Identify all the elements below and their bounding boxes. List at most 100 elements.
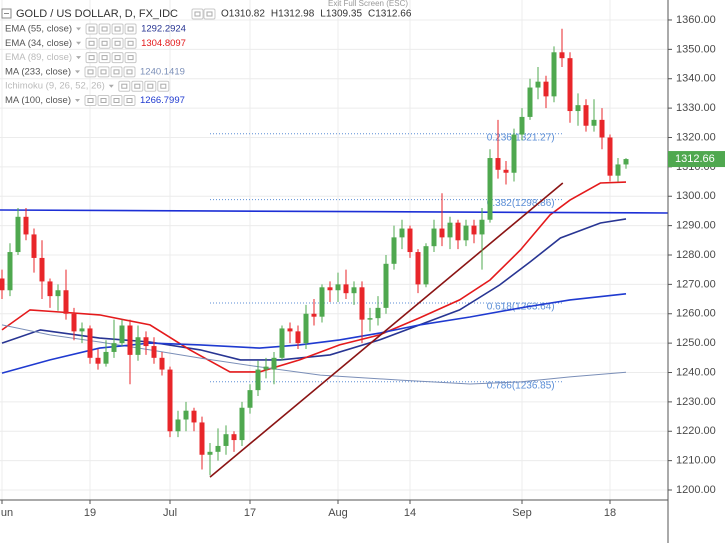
legend-icon	[111, 23, 124, 35]
candle-body	[207, 451, 213, 455]
candle-body	[319, 287, 325, 317]
legend-value: 1292.2924	[141, 24, 186, 35]
candle-body	[79, 328, 85, 332]
candle-body	[463, 225, 469, 241]
candle-body	[367, 318, 373, 320]
candle-body	[111, 343, 117, 352]
legend-value: 1304.8097	[141, 38, 186, 49]
legend-icon-glyph	[160, 83, 167, 89]
candle-body	[455, 222, 461, 241]
y-tick-label: 1350.00	[676, 43, 716, 55]
legend-icon	[98, 52, 111, 64]
legend-icon-glyph	[87, 98, 94, 103]
legend-icon	[124, 23, 137, 35]
legend-icon	[124, 37, 137, 49]
x-tick-label: 14	[404, 507, 416, 519]
legend-icon	[118, 80, 131, 92]
candle-body	[167, 369, 173, 432]
candle-body	[567, 58, 573, 112]
indicator-line	[1, 293, 627, 374]
y-tick-label: 1240.00	[676, 366, 716, 378]
y-tick-label: 1290.00	[676, 220, 716, 232]
candle-body	[487, 158, 493, 220]
legend-value: 1240.1419	[140, 66, 185, 77]
candle-body	[63, 290, 69, 314]
candle-body	[391, 237, 397, 264]
drawn-line	[0, 209, 668, 214]
header-ohlc: H1312.98	[271, 9, 315, 20]
candle-body	[623, 159, 629, 165]
candle-body	[15, 216, 21, 253]
candle-body	[175, 419, 181, 432]
candle-body	[135, 337, 141, 355]
legend-entry: EMA (89, close)	[5, 52, 72, 63]
candle-body	[471, 225, 477, 235]
axes: 1200.00 1210.00 1220.00 1230.00 1240.00 1250.…	[1, 14, 725, 519]
legend-entry: EMA (34, close)	[5, 38, 72, 49]
candle-body	[47, 281, 53, 297]
legend-icon-glyph	[121, 83, 128, 89]
legend-icon	[110, 66, 123, 78]
candle-body	[191, 410, 197, 423]
x-tick-label: un	[1, 507, 13, 519]
exit-fullscreen[interactable]: Exit Full Screen (ESC)	[328, 0, 408, 8]
header-ohlc: C1312.66	[368, 9, 412, 20]
candle-body	[255, 369, 261, 391]
legend-icon	[157, 80, 170, 92]
candle-body	[263, 366, 269, 370]
legend-icon	[124, 52, 137, 64]
candle-body	[551, 52, 557, 97]
y-tick-label: 1260.00	[676, 308, 716, 320]
candle-body	[503, 169, 509, 173]
candle-body	[575, 105, 581, 112]
legend-icon-glyph	[113, 98, 120, 103]
x-tick-label: Jul	[163, 507, 177, 519]
legend-icon-glyph	[114, 40, 121, 46]
candle-body	[215, 445, 221, 452]
legend-dropdown	[76, 27, 82, 31]
legend-icon	[111, 52, 124, 64]
candle-body	[535, 81, 541, 88]
legend-icon	[85, 52, 98, 64]
plot-area: 0.236(1321.27)0.382(1298.86)0.618(1263.6…	[0, 28, 668, 478]
candle-body	[71, 313, 77, 332]
candle-body	[95, 357, 101, 364]
candle-body	[39, 257, 45, 282]
grid	[0, 0, 668, 500]
legend-icon-glyph	[101, 26, 108, 32]
candle-body	[7, 252, 13, 291]
candle-body	[183, 410, 189, 420]
y-tick-label: 1250.00	[676, 337, 716, 349]
y-tick-label: 1280.00	[676, 249, 716, 261]
legend-icon-glyph	[88, 26, 95, 32]
legend-icon-glyph	[87, 69, 94, 75]
candle-body	[599, 119, 605, 138]
candle-body	[327, 287, 333, 291]
legend-dropdown	[75, 99, 80, 102]
y-tick-label: 1230.00	[676, 396, 716, 408]
candle-body	[279, 328, 285, 358]
legend-icon-glyph	[88, 55, 95, 61]
x-tick-label: Sep	[512, 507, 532, 519]
candle-body	[223, 434, 229, 446]
candle-body	[519, 116, 525, 135]
legend-dropdown	[75, 70, 80, 74]
candle-body	[55, 290, 61, 297]
candle-body	[447, 222, 453, 238]
header-ohlc: L1309.35	[320, 9, 362, 20]
candle-body	[543, 81, 549, 97]
legend-icon	[85, 37, 98, 49]
fib-level-label: 0.382(1298.86)	[487, 198, 555, 209]
last-price-box	[668, 151, 725, 168]
candle-body	[559, 52, 565, 59]
legend-icon	[98, 37, 111, 49]
candle-body	[127, 325, 133, 355]
y-tick-label: 1320.00	[676, 131, 716, 143]
header-icon	[203, 8, 216, 20]
candle-body	[103, 351, 109, 364]
legend-icon	[84, 95, 97, 106]
y-tick-label: 1220.00	[676, 425, 716, 437]
candle-body	[159, 357, 165, 370]
candle-body	[383, 263, 389, 308]
candle-body	[399, 228, 405, 238]
